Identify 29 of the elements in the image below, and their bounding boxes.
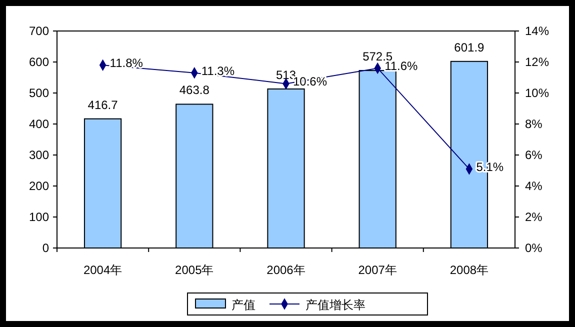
y-tick-label: 100 (28, 210, 50, 224)
x-tick-label: 2008年 (450, 263, 489, 277)
y2-tick-label: 4% (525, 179, 543, 193)
y2-tick-label: 14% (525, 24, 550, 38)
data-label: 11.3% (201, 64, 235, 78)
x-tick-label: 2007年 (358, 263, 397, 277)
data-label: 11.6% (384, 59, 418, 74)
data-label: 463.8 (179, 83, 210, 98)
y2-tick-label: 8% (525, 117, 543, 131)
y2-tick-label: 2% (525, 210, 543, 224)
y-tick-label: 500 (28, 86, 50, 100)
data-label: 11.8% (110, 56, 144, 70)
y2-tick-label: 0% (525, 241, 543, 255)
y2-tick-label: 6% (525, 148, 543, 162)
x-tick-label: 2006年 (266, 263, 306, 277)
data-label: 416.7 (88, 98, 118, 112)
y2-tick-label: 12% (525, 55, 550, 69)
x-tick-label: 2004年 (83, 263, 122, 277)
y-tick-label: 200 (28, 179, 50, 193)
data-label: 601.9 (454, 40, 485, 54)
legend-label: 产值增长率 (306, 298, 366, 312)
legend-label: 产值 (232, 298, 256, 312)
y-tick-label: 600 (28, 55, 50, 69)
y-tick-label: 400 (28, 117, 50, 131)
y-tick-label: 700 (28, 24, 50, 38)
y2-tick-label: 10% (525, 86, 550, 100)
x-tick-label: 2005年 (175, 263, 214, 277)
y-tick-label: 0 (42, 241, 50, 255)
y-tick-label: 300 (28, 148, 50, 162)
